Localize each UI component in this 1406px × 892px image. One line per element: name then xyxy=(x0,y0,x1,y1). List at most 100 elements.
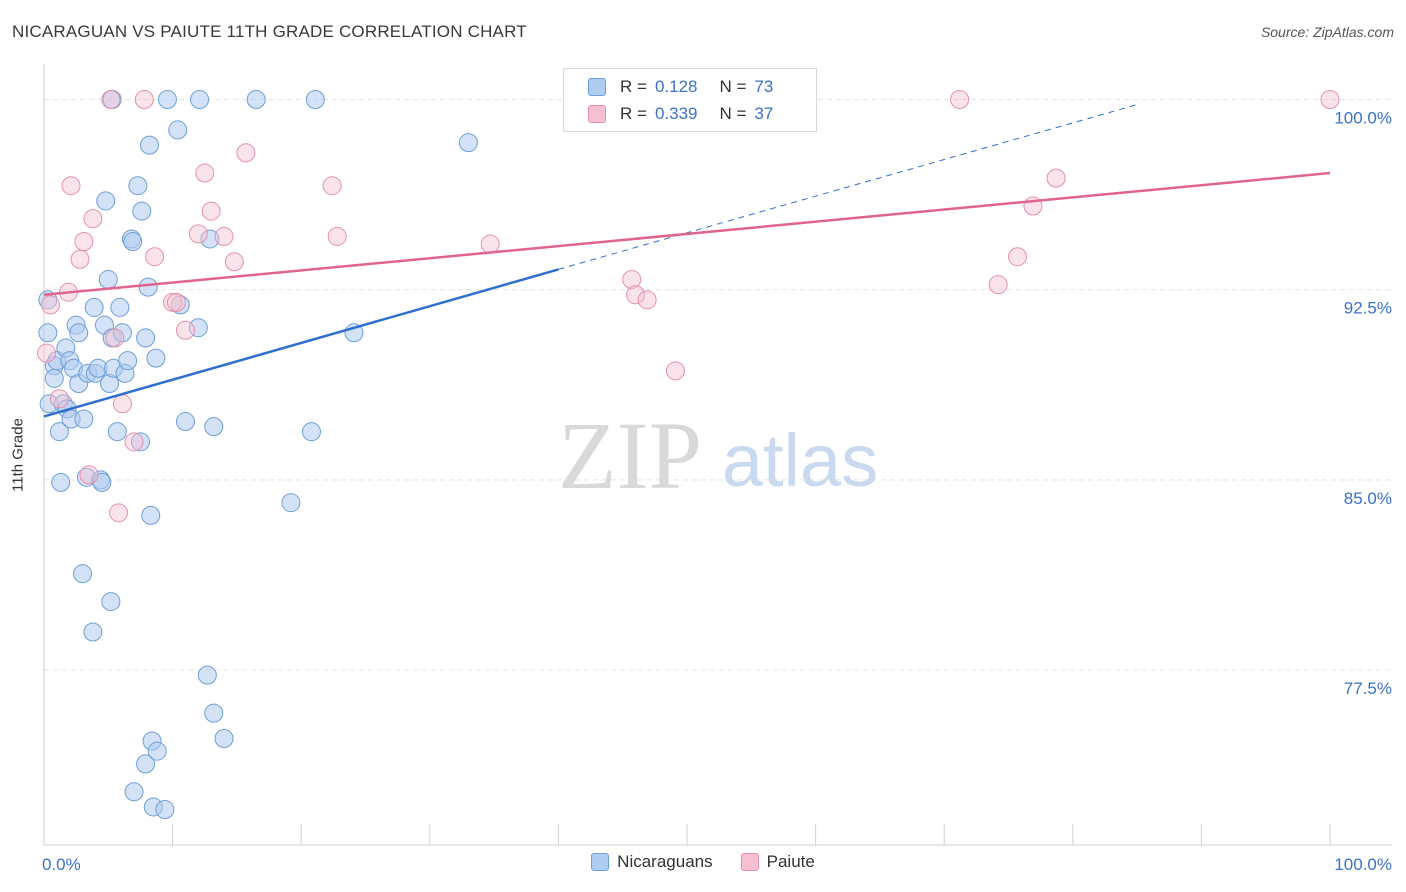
data-point-paiute xyxy=(224,252,244,272)
data-point-nicaraguans xyxy=(204,417,224,437)
y-tick-label: 77.5% xyxy=(1344,679,1392,698)
data-point-paiute xyxy=(175,320,195,340)
data-point-nicaraguans xyxy=(200,229,220,249)
data-point-paiute xyxy=(201,201,221,221)
legend-row-nicaraguans: R = 0.128 N = 73 xyxy=(588,75,773,99)
data-point-nicaraguans xyxy=(155,800,175,819)
legend: R = 0.128 N = 73 R = 0.339 N = 37 xyxy=(563,68,817,132)
x-tick-label-start: 0.0% xyxy=(42,855,81,874)
legend-r-label: R = xyxy=(620,104,647,123)
data-point-nicaraguans xyxy=(69,323,89,343)
data-point-paiute xyxy=(236,143,256,163)
data-point-nicaraguans xyxy=(49,422,69,442)
data-point-nicaraguans xyxy=(110,297,130,317)
legend-r-value: 0.128 xyxy=(654,77,698,96)
data-point-paiute xyxy=(79,465,99,485)
chart-title: NICARAGUAN VS PAIUTE 11TH GRADE CORRELAT… xyxy=(12,22,527,41)
bottom-legend-label-nicaraguans: Nicaraguans xyxy=(617,852,713,871)
data-point-paiute xyxy=(105,328,125,348)
bottom-legend: Nicaraguans Paiute xyxy=(0,852,1406,872)
data-point-nicaraguans xyxy=(136,328,156,348)
data-point-paiute xyxy=(950,90,970,109)
y-tick-label: 85.0% xyxy=(1344,489,1392,508)
data-point-nicaraguans xyxy=(175,412,195,432)
data-point-nicaraguans xyxy=(74,409,94,429)
watermark-atlas: atlas xyxy=(722,419,878,502)
data-point-paiute xyxy=(1046,168,1066,188)
watermark: ZIP atlas xyxy=(558,402,878,509)
data-point-nicaraguans xyxy=(147,741,167,761)
legend-r-value: 0.339 xyxy=(654,104,698,123)
data-point-paiute xyxy=(134,90,154,109)
legend-n-label: N = xyxy=(719,77,747,96)
data-point-nicaraguans xyxy=(51,472,71,492)
trendline-nicaraguans-extension xyxy=(558,104,1138,270)
legend-row-paiute: R = 0.339 N = 37 xyxy=(588,102,773,126)
data-point-nicaraguans xyxy=(130,432,150,452)
data-point-nicaraguans xyxy=(204,703,224,723)
data-point-paiute xyxy=(74,232,94,251)
bottom-legend-nicaraguans: Nicaraguans xyxy=(591,852,713,872)
data-point-nicaraguans xyxy=(73,564,93,584)
data-point-paiute xyxy=(637,290,657,310)
data-point-paiute xyxy=(49,389,69,409)
data-point-nicaraguans xyxy=(38,323,58,343)
data-point-nicaraguans xyxy=(138,277,158,297)
data-point-nicaraguans xyxy=(136,754,156,774)
legend-n-value: 37 xyxy=(754,104,774,123)
source-label: Source: ZipAtlas.com xyxy=(1260,24,1394,40)
data-point-paiute xyxy=(101,90,121,109)
legend-swatch-blue xyxy=(588,78,606,96)
data-point-paiute xyxy=(988,275,1008,295)
data-point-paiute xyxy=(626,285,646,305)
legend-n-label: N = xyxy=(719,104,747,123)
data-point-nicaraguans xyxy=(118,351,138,371)
legend-n-value: 73 xyxy=(754,77,774,96)
data-point-nicaraguans xyxy=(132,201,152,221)
data-point-nicaraguans xyxy=(197,665,217,685)
bottom-legend-swatch-pink xyxy=(740,853,759,871)
series-paiute xyxy=(37,90,1340,523)
data-point-nicaraguans xyxy=(96,191,116,211)
data-point-paiute xyxy=(322,176,342,196)
data-point-paiute xyxy=(109,503,129,523)
y-tick-label: 100.0% xyxy=(1334,109,1392,128)
data-point-paiute xyxy=(70,249,90,269)
data-point-paiute xyxy=(214,226,234,246)
data-point-nicaraguans xyxy=(168,120,188,140)
trendlines xyxy=(43,104,1331,418)
data-point-nicaraguans xyxy=(301,422,321,442)
data-point-nicaraguans xyxy=(305,90,325,109)
data-point-nicaraguans xyxy=(146,348,166,368)
data-point-nicaraguans xyxy=(124,782,144,802)
data-point-paiute xyxy=(40,295,60,315)
data-point-paiute xyxy=(665,361,685,381)
data-point-paiute xyxy=(1008,247,1028,267)
data-point-paiute xyxy=(166,292,186,312)
data-point-paiute xyxy=(195,163,215,183)
data-point-paiute xyxy=(622,270,642,290)
y-tick-label: 92.5% xyxy=(1344,299,1392,318)
data-point-nicaraguans xyxy=(101,592,121,612)
data-point-paiute xyxy=(61,176,81,196)
data-point-paiute xyxy=(480,234,500,254)
legend-swatch-pink xyxy=(588,105,606,123)
data-point-nicaraguans xyxy=(44,368,64,388)
data-point-nicaraguans xyxy=(458,133,478,153)
data-point-nicaraguans xyxy=(139,135,159,155)
data-point-nicaraguans xyxy=(157,90,177,109)
data-point-paiute xyxy=(37,343,57,363)
watermark-zip: ZIP xyxy=(558,402,702,509)
data-point-paiute xyxy=(188,224,208,244)
axes xyxy=(43,64,1392,846)
data-point-paiute xyxy=(327,226,347,246)
bottom-legend-label-paiute: Paiute xyxy=(766,852,815,871)
data-point-nicaraguans xyxy=(214,729,234,748)
data-point-nicaraguans xyxy=(123,232,143,251)
series-nicaraguans xyxy=(38,90,478,819)
data-point-paiute xyxy=(1320,90,1340,109)
data-point-nicaraguans xyxy=(107,422,127,442)
data-point-nicaraguans xyxy=(281,493,301,513)
tick-labels: 77.5% 85.0% 92.5% 100.0% 0.0% 100.0% xyxy=(42,109,1392,875)
